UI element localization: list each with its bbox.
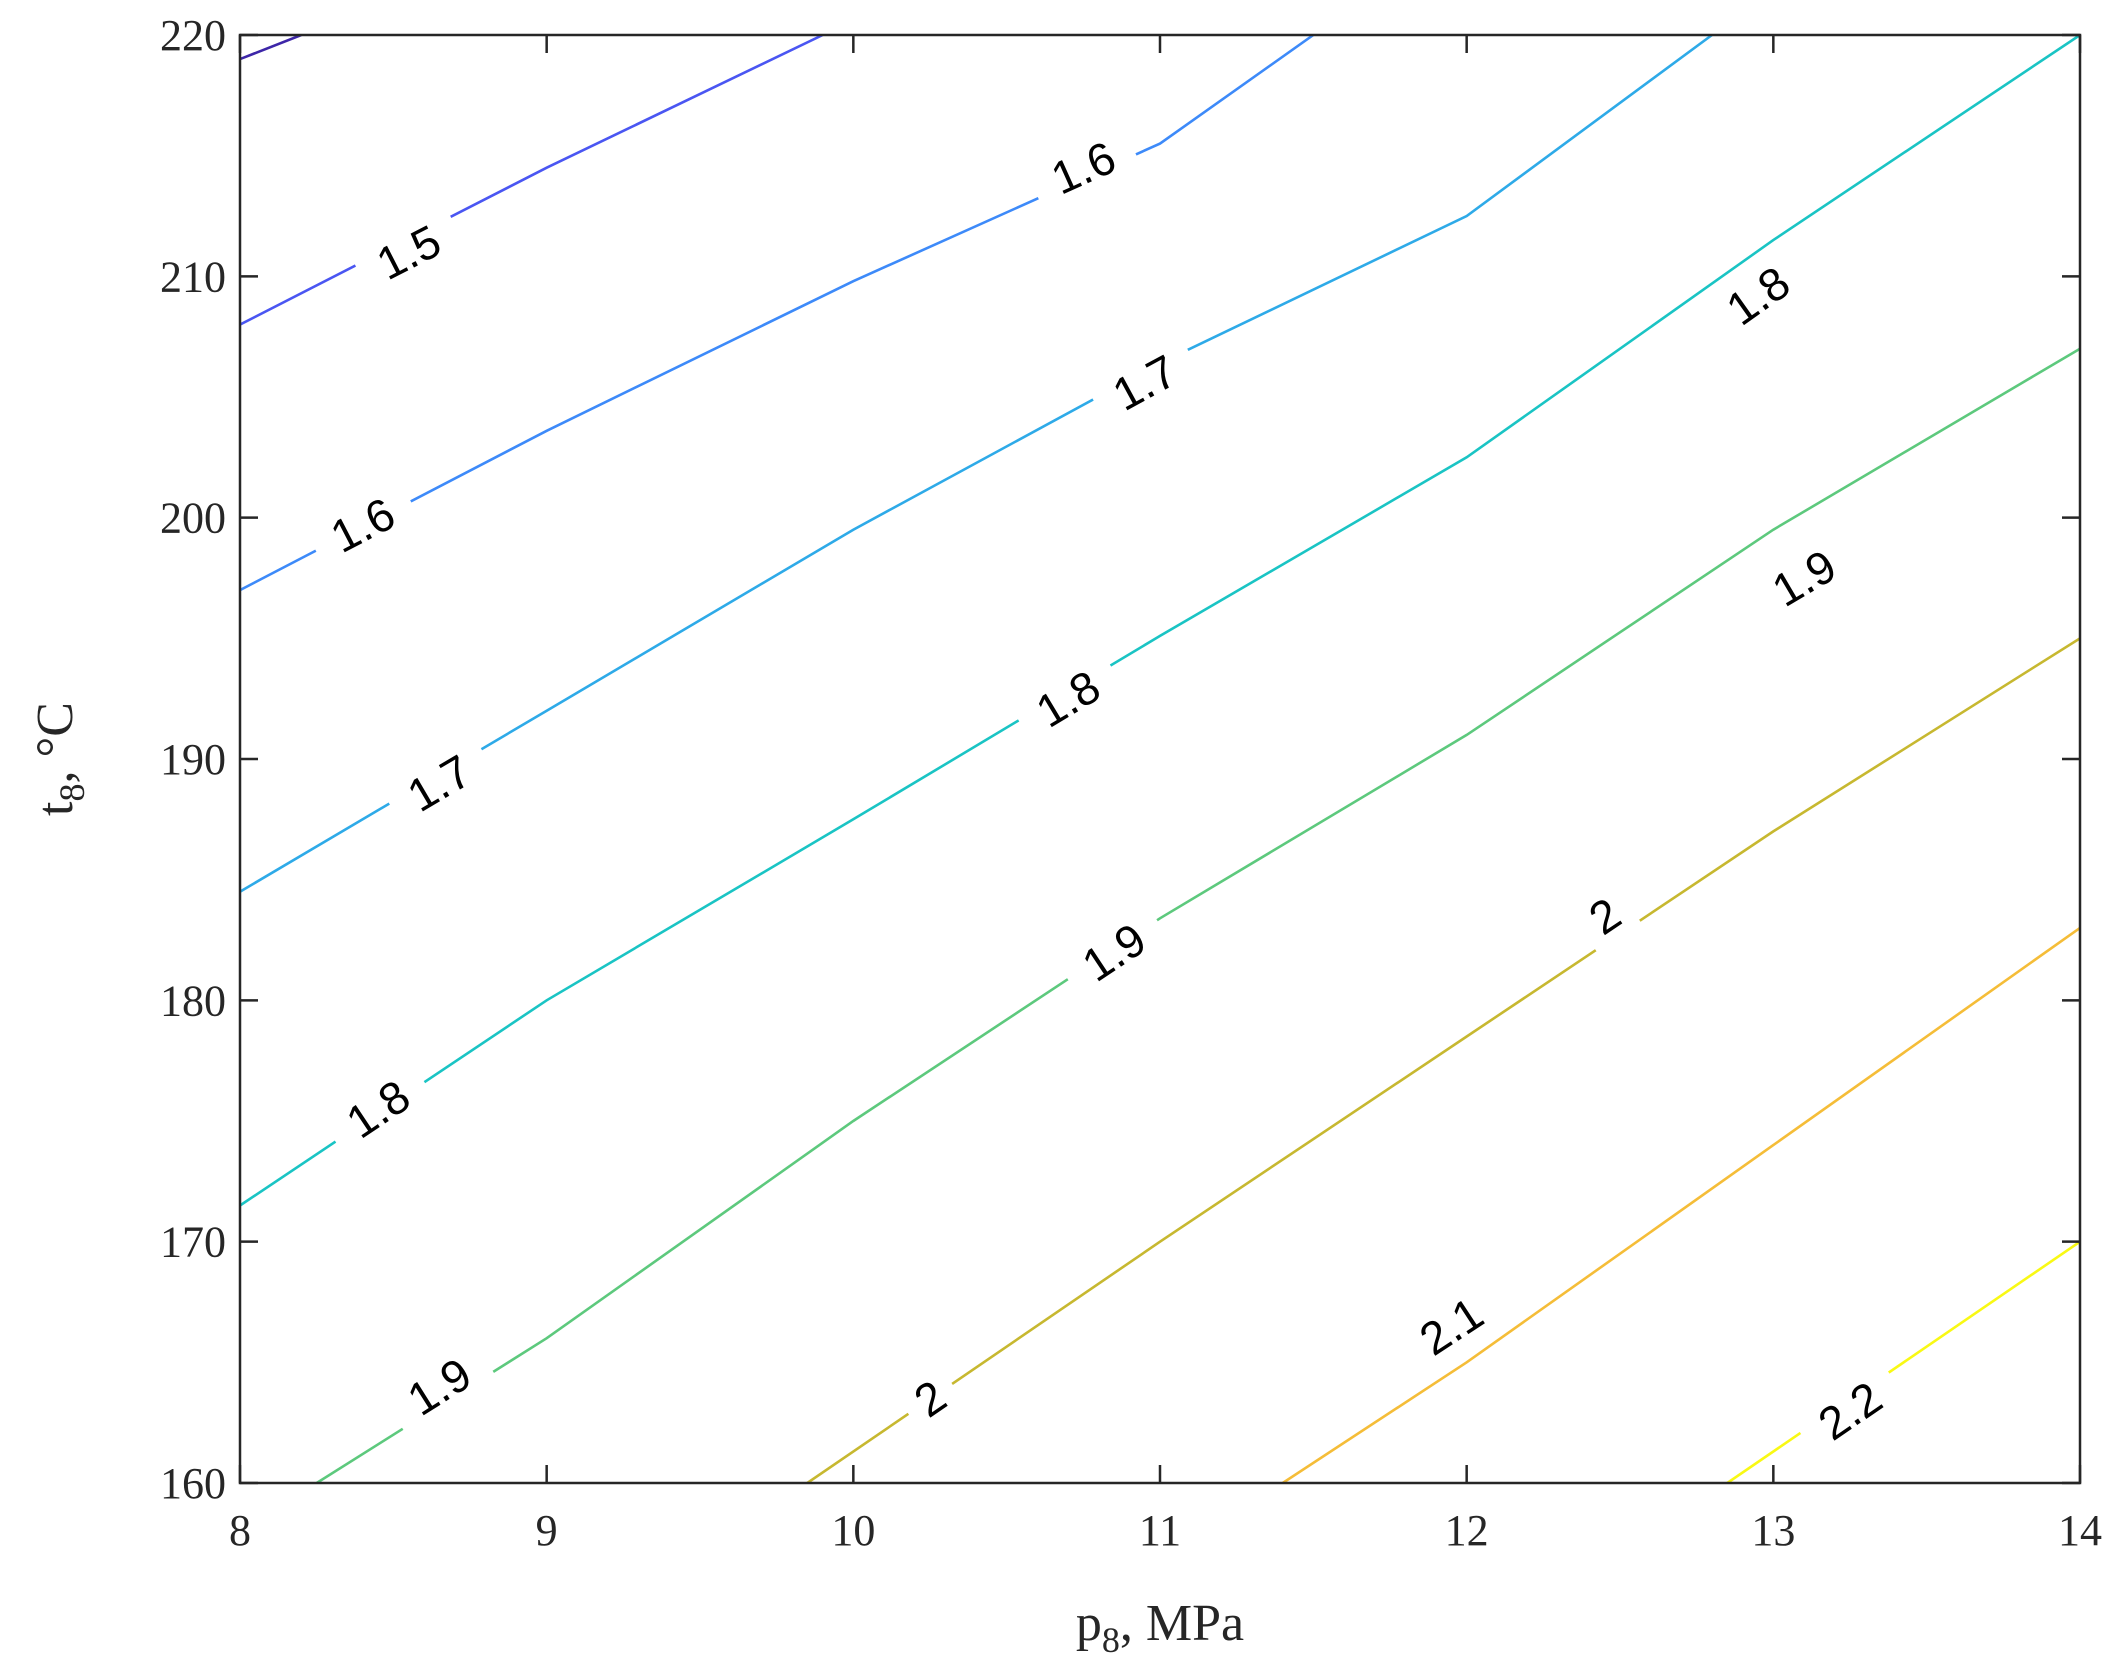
contour-line-1-6 (240, 35, 1315, 592)
tick-labels-layer: 8 9 10 11 12 13 14 160 170 180 190 200 210 220 (160, 11, 2102, 1555)
contour-labels-layer: 1.51.61.61.71.71.81.81.81.91.91.9222.12.… (301, 118, 1912, 1466)
contour-label-gap (1022, 118, 1145, 217)
y-axis-title-sub: 8 (52, 784, 92, 802)
y-axis-title-main: t (27, 801, 84, 816)
contours-layer (240, 35, 2080, 1483)
contour-line-2-1 (1281, 926, 2080, 1483)
x-tick-label: 9 (536, 1506, 558, 1555)
plot-background (240, 35, 2080, 1483)
y-tick-label: 190 (160, 735, 226, 784)
y-tick-label: 200 (160, 494, 226, 543)
contour-label-gap (1390, 1271, 1513, 1381)
contour-label-gap (1697, 240, 1819, 351)
contour-line-1-9 (316, 347, 2080, 1483)
contour-label-gap (1742, 524, 1866, 632)
contour-label-group: 2 (891, 1358, 969, 1439)
contour-label-gap (1083, 330, 1207, 435)
x-tick-label: 11 (1139, 1506, 1181, 1555)
x-axis-title-main: p (1076, 1595, 1102, 1652)
contour-label-gap (301, 473, 425, 577)
contour-line-1-7 (240, 35, 1713, 893)
contour-line-2-2 (1726, 1240, 2080, 1483)
x-axis-title-rest: , MPa (1120, 1595, 1244, 1652)
contour-label-gap (1565, 876, 1644, 956)
y-axis-title: t8, °C (27, 702, 92, 816)
contour-line-1-8 (240, 35, 2080, 1207)
x-axis-title: p8, MPa (1076, 1595, 1244, 1660)
y-tick-label: 210 (160, 252, 226, 301)
contour-label-gap (1006, 645, 1130, 752)
x-tick-label: 13 (1751, 1506, 1795, 1555)
x-axis-title-sub: 8 (1102, 1620, 1120, 1660)
contour-label-gap (1052, 897, 1176, 1007)
y-axis-title-rest: , °C (27, 702, 84, 783)
y-tick-label: 160 (160, 1459, 226, 1508)
contour-label-gap (891, 1358, 969, 1439)
contour-label-group: 1.9 (1742, 524, 1866, 632)
x-tick-label: 14 (2058, 1506, 2102, 1555)
y-tick-label: 180 (160, 976, 226, 1025)
ticks-layer (238, 33, 2082, 1485)
contour-label-gap (377, 730, 501, 837)
x-tick-label: 10 (831, 1506, 875, 1555)
y-tick-label: 220 (160, 11, 226, 60)
contour-label-gap (316, 1054, 440, 1164)
contour-line-2 (806, 637, 2080, 1483)
x-tick-label: 12 (1445, 1506, 1489, 1555)
x-tick-label: 8 (229, 1506, 251, 1555)
contour-label-gap (1788, 1355, 1912, 1466)
contour-label-group: 2 (1565, 876, 1644, 956)
contour-line-1-4 (240, 35, 302, 61)
contour-label-gap (347, 201, 470, 304)
y-tick-label: 170 (160, 1218, 226, 1267)
contour-label-gap (378, 1332, 501, 1441)
contour-line-1-5 (240, 35, 824, 326)
